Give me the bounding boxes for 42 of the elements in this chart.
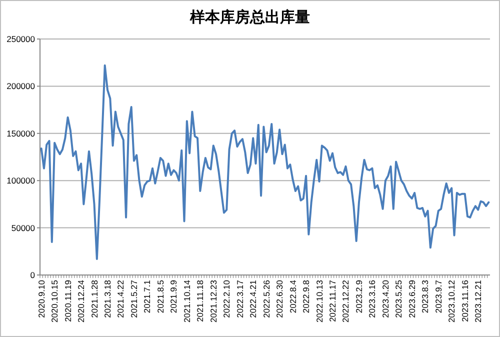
x-tick-label: 2021.12.23 (208, 280, 218, 323)
x-tick-label: 2021.11.18 (195, 280, 206, 322)
x-tick-label: 2022.6.30 (274, 280, 285, 318)
line-series (40, 64, 490, 260)
y-tick-label: 50000 (11, 222, 36, 233)
x-tick-label: 2020.10.15 (50, 280, 60, 323)
x-tick-label: 2023.2.9 (354, 280, 364, 314)
x-tick-label: 2023.4.20 (380, 280, 390, 318)
x-tick-label: 2023.5.25 (394, 280, 404, 318)
x-tick-label: 2023.8.3 (420, 280, 430, 314)
y-tick-label: 250000 (6, 34, 36, 44)
x-tick-label: 2023.3.16 (367, 280, 378, 318)
chart-title: 样本库房总出库量 (189, 8, 310, 26)
y-tick-label: 100000 (6, 176, 36, 186)
x-tick-label: 2021.8.5 (155, 280, 166, 314)
x-tick-label: 2022.9.8 (301, 280, 312, 314)
x-tick-label: 2022.2.10 (222, 280, 232, 318)
x-tick-label: 2022.5.26 (261, 280, 272, 318)
x-tick-label: 2022.12.22 (340, 280, 351, 323)
x-tick-label: 2023.9.7 (433, 280, 444, 314)
x-tick-label: 2022.11.17 (328, 280, 338, 322)
x-tick-label: 2021.9.9 (168, 280, 179, 314)
x-tick-label: 2022.4.21 (248, 280, 258, 318)
x-tick-label: 2022.8.4 (288, 280, 298, 314)
x-tick-label: 2021.5.27 (128, 280, 139, 318)
x-tick-label: 2023.12.21 (473, 280, 484, 323)
x-tick-label: 2021.10.14 (182, 280, 192, 323)
x-tick-label: 2022.3.17 (234, 280, 245, 318)
x-tick-label: 2020.12.24 (76, 280, 86, 323)
x-tick-label: 2022.10.13 (314, 280, 324, 323)
x-tick-label: 2020.11.19 (62, 280, 73, 322)
x-tick-label: 2020.9.10 (36, 280, 46, 318)
y-tick-label: 200000 (6, 81, 36, 92)
x-tick-label: 2023.6.29 (406, 280, 417, 318)
x-tick-label: 2021.1.28 (89, 280, 100, 318)
x-tick-label: 2021.4.22 (116, 280, 126, 318)
y-tick-label: 150000 (6, 128, 36, 138)
y-tick-label: 0 (30, 270, 36, 280)
x-tick-label: 2021.3.18 (102, 280, 112, 318)
x-tick-label: 2021.7.1 (142, 280, 152, 314)
x-tick-label: 2023.10.12 (446, 280, 457, 323)
x-tick-label: 2023.11.16 (460, 280, 470, 322)
